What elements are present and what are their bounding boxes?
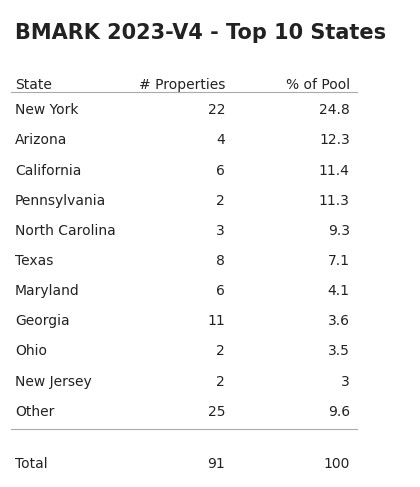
Text: BMARK 2023-V4 - Top 10 States: BMARK 2023-V4 - Top 10 States — [15, 23, 386, 43]
Text: 22: 22 — [207, 103, 225, 117]
Text: Georgia: Georgia — [15, 314, 69, 328]
Text: 2: 2 — [216, 344, 225, 358]
Text: 11: 11 — [207, 314, 225, 328]
Text: New Jersey: New Jersey — [15, 375, 92, 389]
Text: 11.3: 11.3 — [319, 194, 350, 208]
Text: # Properties: # Properties — [139, 78, 225, 93]
Text: California: California — [15, 164, 81, 178]
Text: 3.5: 3.5 — [328, 344, 350, 358]
Text: 2: 2 — [216, 194, 225, 208]
Text: 8: 8 — [216, 254, 225, 268]
Text: 24.8: 24.8 — [319, 103, 350, 117]
Text: % of Pool: % of Pool — [286, 78, 350, 93]
Text: Ohio: Ohio — [15, 344, 47, 358]
Text: 3.6: 3.6 — [328, 314, 350, 328]
Text: 25: 25 — [207, 405, 225, 419]
Text: 4.1: 4.1 — [328, 284, 350, 298]
Text: 9.6: 9.6 — [328, 405, 350, 419]
Text: 4: 4 — [216, 133, 225, 148]
Text: 9.3: 9.3 — [328, 224, 350, 238]
Text: 91: 91 — [207, 456, 225, 470]
Text: Arizona: Arizona — [15, 133, 67, 148]
Text: Texas: Texas — [15, 254, 53, 268]
Text: 2: 2 — [216, 375, 225, 389]
Text: 6: 6 — [216, 164, 225, 178]
Text: Other: Other — [15, 405, 54, 419]
Text: Pennsylvania: Pennsylvania — [15, 194, 106, 208]
Text: Maryland: Maryland — [15, 284, 80, 298]
Text: 11.4: 11.4 — [319, 164, 350, 178]
Text: North Carolina: North Carolina — [15, 224, 116, 238]
Text: 7.1: 7.1 — [328, 254, 350, 268]
Text: 3: 3 — [216, 224, 225, 238]
Text: 100: 100 — [323, 456, 350, 470]
Text: 3: 3 — [341, 375, 350, 389]
Text: New York: New York — [15, 103, 79, 117]
Text: 6: 6 — [216, 284, 225, 298]
Text: State: State — [15, 78, 52, 93]
Text: Total: Total — [15, 456, 47, 470]
Text: 12.3: 12.3 — [319, 133, 350, 148]
